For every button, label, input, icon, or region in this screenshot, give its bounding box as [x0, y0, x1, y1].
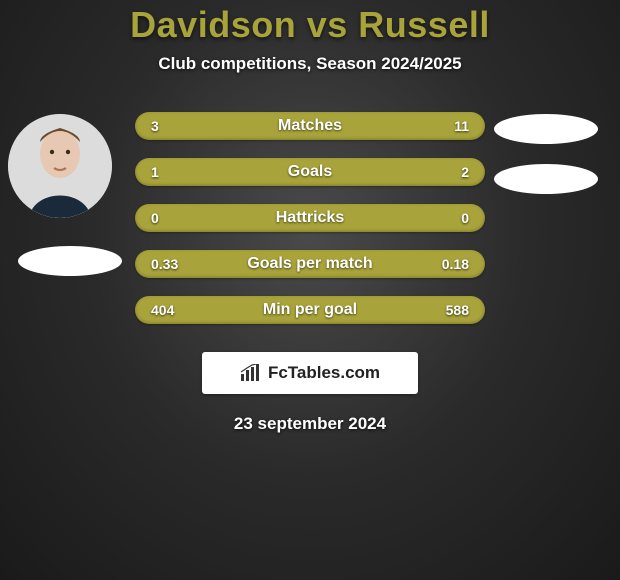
- stat-right-value: 2: [461, 164, 469, 180]
- stat-left-value: 404: [151, 302, 174, 318]
- subtitle: Club competitions, Season 2024/2025: [0, 54, 620, 74]
- stat-row-hattricks: 0 Hattricks 0: [135, 204, 485, 232]
- stat-right-value: 11: [454, 118, 469, 134]
- stat-bars: 3 Matches 11 1 Goals 2 0 Hattricks 0 0.3…: [135, 112, 485, 324]
- avatar-placeholder-icon: [8, 114, 112, 218]
- stat-right-value: 0.18: [442, 256, 469, 272]
- stat-row-matches: 3 Matches 11: [135, 112, 485, 140]
- stat-row-goals-per-match: 0.33 Goals per match 0.18: [135, 250, 485, 278]
- stat-row-min-per-goal: 404 Min per goal 588: [135, 296, 485, 324]
- stat-right-value: 0: [461, 210, 469, 226]
- stat-row-goals: 1 Goals 2: [135, 158, 485, 186]
- stat-label: Goals per match: [135, 255, 485, 273]
- branding-text: FcTables.com: [268, 363, 380, 383]
- comparison-stage: 3 Matches 11 1 Goals 2 0 Hattricks 0 0.3…: [0, 112, 620, 434]
- page-title: Davidson vs Russell: [0, 4, 620, 46]
- player1-photo: [8, 114, 112, 218]
- stat-right-value: 588: [446, 302, 469, 318]
- player2-photo-placeholder: [494, 114, 598, 144]
- player1-name: Davidson: [130, 4, 296, 45]
- stat-label: Min per goal: [135, 301, 485, 319]
- player2-team-badge: [494, 164, 598, 194]
- stat-left-value: 1: [151, 164, 159, 180]
- comparison-card: Davidson vs Russell Club competitions, S…: [0, 0, 620, 580]
- snapshot-date: 23 september 2024: [0, 414, 620, 434]
- vs-separator: vs: [307, 4, 348, 45]
- stat-left-value: 3: [151, 118, 159, 134]
- stat-label: Matches: [135, 117, 485, 135]
- stat-label: Hattricks: [135, 209, 485, 227]
- stat-left-value: 0: [151, 210, 159, 226]
- player2-name: Russell: [358, 4, 490, 45]
- stat-left-value: 0.33: [151, 256, 178, 272]
- stat-label: Goals: [135, 163, 485, 181]
- branding-box: FcTables.com: [202, 352, 418, 394]
- bar-chart-icon: [240, 364, 262, 382]
- player1-team-badge: [18, 246, 122, 276]
